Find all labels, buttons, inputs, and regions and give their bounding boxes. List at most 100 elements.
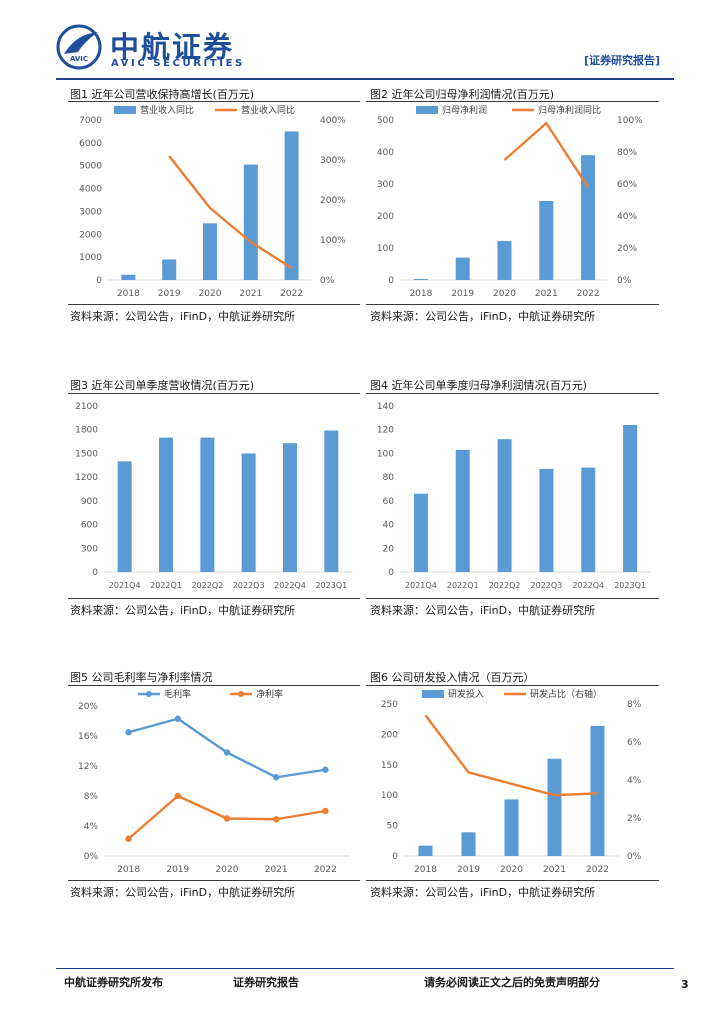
x-tick-label: 2021 <box>535 289 558 299</box>
x-tick-label: 2022Q4 <box>572 581 604 590</box>
x-tick-label: 2022Q1 <box>447 581 479 590</box>
figure-4-top-rule <box>366 393 659 394</box>
y-tick-label: 40 <box>383 521 395 531</box>
figure-4-chart: 0 20 40 60 80 100 120 140 2021Q4 2022Q1 2022Q2 2022… <box>377 402 651 590</box>
y2-tick-label: 2% <box>627 814 642 824</box>
y2-tick-label: 300% <box>320 156 346 166</box>
x-tick-label: 2023Q1 <box>614 581 646 590</box>
figure-5-top-rule <box>68 685 360 686</box>
y-tick-label: 2100 <box>75 402 98 412</box>
figure-1-top-rule <box>68 101 360 102</box>
x-tick-label: 2022Q3 <box>233 581 265 590</box>
bar <box>581 467 596 572</box>
bar <box>324 430 339 572</box>
y2-tick-label: 0% <box>320 276 335 286</box>
footer-report-type: 证券研究报告 <box>233 976 299 989</box>
x-tick-label: 2019 <box>166 865 189 875</box>
legend-label: 研发投入 <box>448 688 484 700</box>
y2-tick-label: 100% <box>320 236 346 246</box>
bar <box>200 437 215 572</box>
x-tick-label: 2018 <box>409 289 432 299</box>
y-tick-label: 400 <box>377 148 394 158</box>
y-tick-label: 5000 <box>79 162 102 172</box>
y2-tick-label: 0% <box>617 276 632 286</box>
figure-6-title: 图6 公司研发投入情况（百万元） <box>370 671 535 684</box>
bar <box>547 758 562 856</box>
y-tick-label: 0 <box>388 276 394 286</box>
x-tick-label: 2019 <box>451 289 474 299</box>
x-tick-label: 2018 <box>414 865 437 875</box>
legend-swatch <box>422 690 444 698</box>
figure-3-top-rule <box>68 393 360 394</box>
figure-3-source: 资料来源：公司公告，iFinD，中航证券研究所 <box>70 604 296 617</box>
y2-tick-label: 60% <box>617 180 637 190</box>
figure-2-top-rule <box>366 101 659 102</box>
y-tick-label: 2000 <box>79 230 102 240</box>
y-tick-label: 4000 <box>79 185 102 195</box>
data-point <box>322 766 329 773</box>
avic-logo-icon: AVIC <box>56 24 102 70</box>
figure-5-chart: 0% 4% 8% 12% 16% 20% 2018 2019 2020 2021 2022 毛利率 净利… <box>78 688 350 875</box>
y-tick-label: 500 <box>377 116 394 126</box>
figure-4-source: 资料来源：公司公告，iFinD，中航证券研究所 <box>370 604 596 617</box>
y-tick-label: 80 <box>383 473 395 483</box>
y-tick-label: 1200 <box>75 473 98 483</box>
y-tick-label: 0 <box>96 276 102 286</box>
series-line <box>424 714 598 797</box>
y-tick-label: 200 <box>377 212 394 222</box>
y2-tick-label: 400% <box>320 116 346 126</box>
logo-text: AVIC <box>70 55 88 63</box>
figure-3-title: 图3 近年公司单季度营收情况(百万元) <box>70 379 255 392</box>
company-name-en: AVIC SECURITIES <box>111 58 245 69</box>
legend-swatch <box>114 106 136 114</box>
x-tick-label: 2021Q4 <box>109 581 141 590</box>
x-tick-label: 2020 <box>493 289 516 299</box>
figure-2-bottom-rule <box>366 304 659 305</box>
legend-label: 毛利率 <box>164 688 191 700</box>
legend-label: 研发占比（右轴） <box>530 688 602 700</box>
legend-marker <box>238 691 244 697</box>
x-tick-label: 2022 <box>577 289 600 299</box>
bar <box>590 725 605 856</box>
y2-tick-label: 4% <box>627 776 642 786</box>
bar <box>539 468 554 572</box>
report-type-tag: [证券研究报告] <box>583 54 660 67</box>
bar <box>203 223 217 280</box>
y-tick-label: 1500 <box>75 449 98 459</box>
figure-4-bottom-rule <box>366 598 659 599</box>
bar <box>455 257 470 280</box>
figure-6-chart: 0 50 100 150 200 250 0% 2% 4% 6% 8% 2018 2019 2020 202… <box>381 688 642 875</box>
x-tick-label: 2021 <box>265 865 288 875</box>
bar <box>418 845 433 856</box>
bar <box>243 164 258 280</box>
bar <box>497 240 512 280</box>
bar <box>413 279 428 280</box>
x-tick-label: 2019 <box>158 289 181 299</box>
x-tick-label: 2021Q4 <box>405 581 437 590</box>
y2-tick-label: 6% <box>627 738 642 748</box>
bar <box>461 832 476 856</box>
figure-6-bottom-rule <box>366 880 659 881</box>
y2-tick-label: 100% <box>617 116 643 126</box>
y-tick-label: 0 <box>92 568 98 578</box>
legend-swatch <box>416 106 438 114</box>
series-line <box>503 122 590 188</box>
y-tick-label: 140 <box>377 402 394 412</box>
figure-3-chart: 0 300 600 900 1200 1500 1800 2100 2021Q4 2022Q1 20… <box>75 402 352 590</box>
figure-1-title: 图1 近年公司营收保持高增长(百万元) <box>70 88 255 101</box>
y-tick-label: 60 <box>383 497 395 507</box>
bar <box>117 461 132 572</box>
figure-1-bottom-rule <box>68 304 360 305</box>
footer-publisher: 中航证券研究所发布 <box>64 976 163 989</box>
y2-tick-label: 20% <box>617 244 637 254</box>
y-tick-label: 1000 <box>79 253 102 263</box>
y-tick-label: 200 <box>381 730 398 740</box>
y-tick-label: 0 <box>392 852 398 862</box>
figure-5-source: 资料来源：公司公告，iFinD，中航证券研究所 <box>70 886 296 899</box>
y-tick-label: 1800 <box>75 426 98 436</box>
bar <box>504 799 519 856</box>
bar <box>241 453 256 572</box>
header-rule <box>56 78 674 80</box>
x-tick-label: 2021 <box>543 865 566 875</box>
x-tick-label: 2022Q2 <box>489 581 521 590</box>
